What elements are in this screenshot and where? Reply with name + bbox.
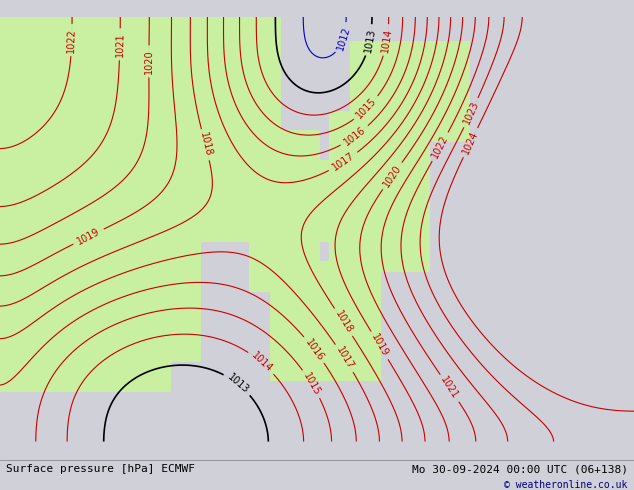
Text: 1015: 1015 [354, 96, 378, 121]
Text: 1018: 1018 [198, 132, 213, 158]
Text: 1014: 1014 [249, 350, 274, 374]
Text: 1012: 1012 [335, 24, 352, 51]
Text: Surface pressure [hPa] ECMWF: Surface pressure [hPa] ECMWF [6, 465, 195, 474]
Text: 1014: 1014 [380, 27, 394, 53]
Text: 1020: 1020 [381, 163, 403, 189]
Text: 1021: 1021 [115, 32, 125, 57]
Text: 1018: 1018 [333, 309, 354, 335]
Text: © weatheronline.co.uk: © weatheronline.co.uk [504, 480, 628, 490]
Text: Mo 30-09-2024 00:00 UTC (06+138): Mo 30-09-2024 00:00 UTC (06+138) [411, 465, 628, 474]
Text: 1017: 1017 [330, 151, 356, 173]
Text: 1019: 1019 [369, 332, 390, 359]
Text: 1022: 1022 [430, 134, 450, 160]
Text: 1015: 1015 [301, 371, 322, 397]
Text: 1024: 1024 [461, 129, 480, 156]
Text: 1016: 1016 [342, 125, 368, 147]
Text: 1022: 1022 [67, 27, 77, 52]
Text: 1017: 1017 [334, 345, 355, 371]
Text: 1021: 1021 [439, 375, 460, 401]
Text: 1016: 1016 [303, 337, 325, 363]
Text: 1023: 1023 [462, 99, 481, 126]
Text: 1013: 1013 [363, 27, 377, 53]
Text: 1020: 1020 [144, 49, 154, 74]
Text: 1019: 1019 [75, 226, 101, 246]
Text: 1013: 1013 [225, 372, 250, 395]
